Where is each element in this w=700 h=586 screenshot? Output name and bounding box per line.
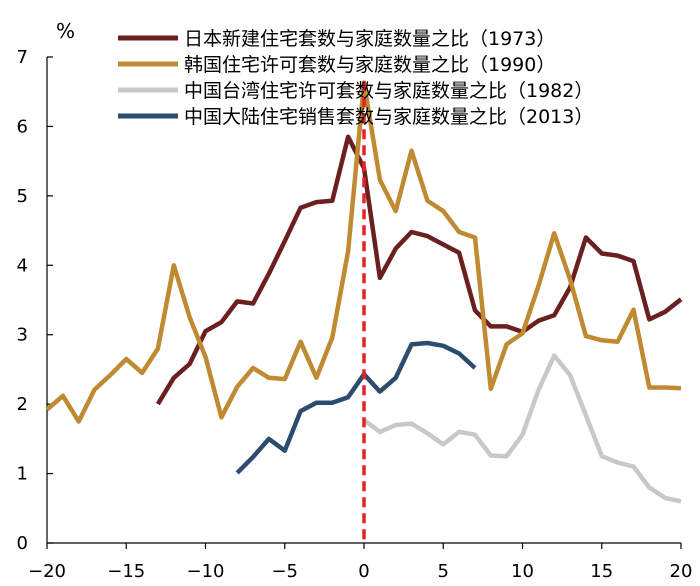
y-tick-label: 4 [17,255,28,276]
x-axis-ticks: −20 −15 −10 −5 0 5 10 15 20 [28,543,692,582]
x-tick-label: 5 [438,561,449,582]
y-tick-label: 5 [17,186,28,207]
y-tick-label: 3 [17,325,28,346]
legend: 日本新建住宅套数与家庭数量之比（1973） 韩国住宅许可套数与家庭数量之比（199… [116,27,593,128]
y-tick-label: 7 [17,47,28,68]
x-tick-label: −10 [187,561,225,582]
legend-label: 中国台湾住宅许可套数与家庭数量之比（1982） [184,80,593,102]
series-line-1 [155,134,683,406]
x-tick-label: 15 [590,561,613,582]
x-tick-label: 0 [358,561,369,582]
x-tick-label: 10 [511,561,534,582]
x-tick-label: −5 [271,561,298,582]
x-tick-label: 20 [670,561,693,582]
legend-label: 中国大陆住宅销售套数与家庭数量之比（2013） [184,106,593,128]
x-tick-label: −20 [28,561,66,582]
y-axis-unit-label: % [56,19,75,43]
y-tick-label: 0 [17,533,28,554]
y-axis-ticks: 0 1 2 3 4 5 6 7 [17,47,53,554]
y-tick-label: 2 [17,394,28,415]
y-tick-label: 6 [17,116,28,137]
legend-label: 韩国住宅许可套数与家庭数量之比（1990） [184,54,555,76]
series-line-4 [235,340,477,475]
series-line-3 [362,353,682,504]
legend-label: 日本新建住宅套数与家庭数量之比（1973） [184,28,555,50]
x-tick-label: −15 [107,561,145,582]
y-tick-label: 1 [17,464,28,485]
